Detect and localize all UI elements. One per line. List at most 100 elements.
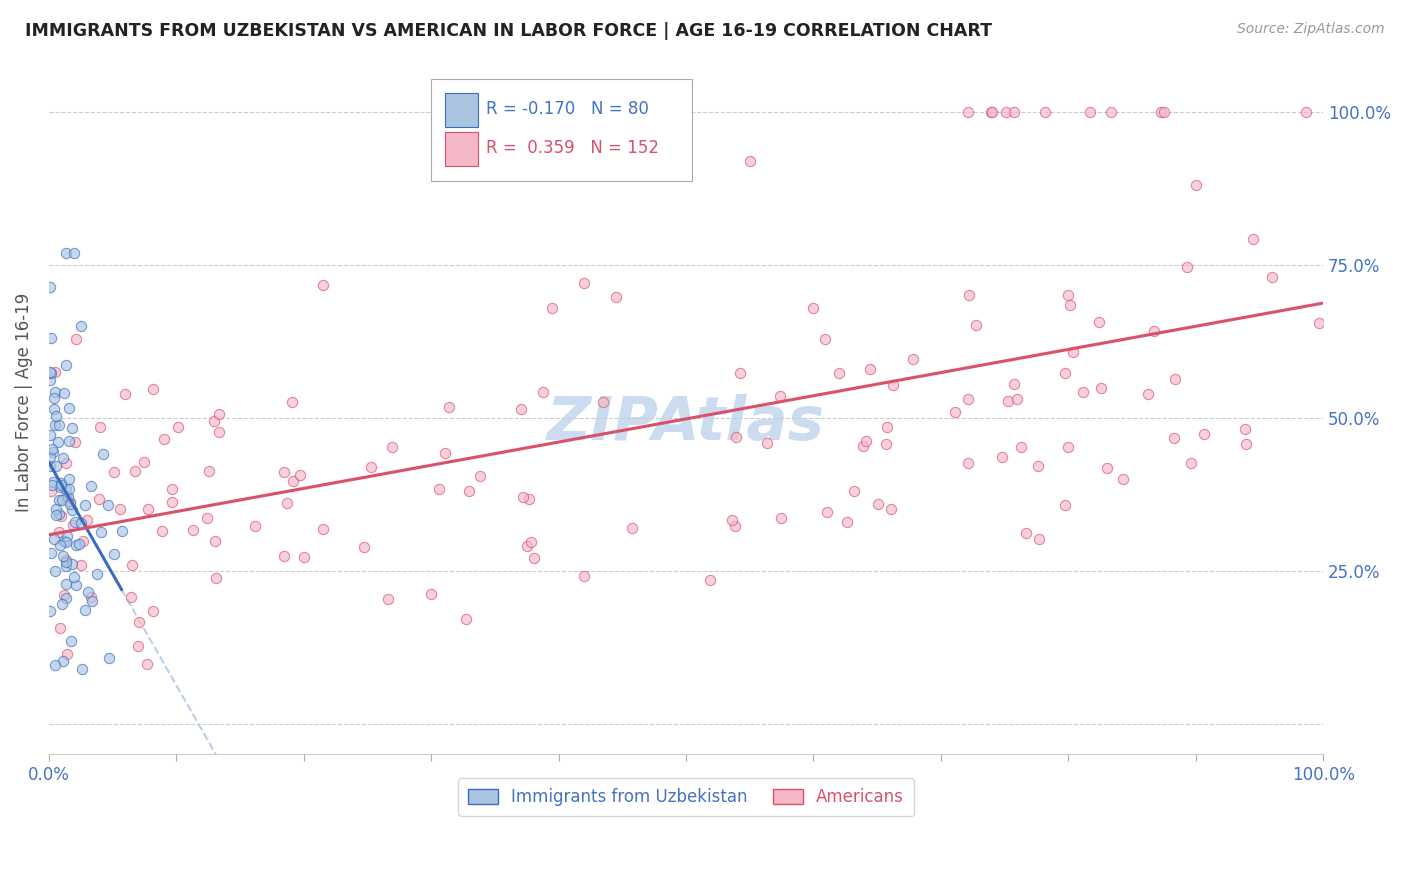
- Point: [531, 385, 554, 400]
- Point: [419, 587, 441, 601]
- Point: [273, 549, 295, 563]
- Point: [725, 429, 748, 443]
- Point: [1112, 472, 1135, 486]
- Point: [728, 366, 751, 380]
- Point: [516, 539, 538, 553]
- Point: [721, 513, 744, 527]
- Point: [72, 662, 94, 676]
- Point: [98, 651, 121, 665]
- Point: [124, 463, 146, 477]
- Point: [981, 104, 1004, 119]
- Point: [58, 434, 80, 448]
- Point: [956, 104, 979, 119]
- Point: [1192, 427, 1215, 442]
- Point: [86, 567, 108, 582]
- Point: [89, 491, 111, 506]
- Point: [46, 434, 69, 449]
- Point: [1234, 437, 1257, 451]
- Point: [45, 501, 67, 516]
- Point: [49, 538, 72, 552]
- Point: [1053, 366, 1076, 380]
- Point: [51, 493, 73, 508]
- Point: [52, 450, 75, 465]
- Point: [41, 478, 63, 492]
- Point: [55, 577, 77, 591]
- Point: [76, 513, 98, 527]
- Point: [1308, 316, 1330, 330]
- Point: [55, 535, 77, 549]
- Point: [42, 444, 65, 458]
- Point: [63, 435, 86, 450]
- Point: [63, 515, 86, 529]
- Point: [523, 551, 546, 566]
- Point: [44, 564, 66, 578]
- Point: [110, 524, 132, 538]
- Point: [1164, 372, 1187, 386]
- Point: [48, 525, 70, 540]
- Point: [166, 419, 188, 434]
- Point: [855, 434, 877, 449]
- Point: [991, 450, 1014, 465]
- Text: ZIPAtlas: ZIPAtlas: [547, 394, 825, 453]
- Point: [517, 492, 540, 507]
- Point: [39, 366, 62, 380]
- Point: [769, 389, 792, 403]
- Point: [512, 490, 534, 504]
- Point: [44, 417, 66, 432]
- Point: [880, 502, 903, 516]
- Point: [52, 654, 75, 668]
- Point: [1241, 232, 1264, 246]
- Point: [141, 382, 163, 396]
- Point: [1059, 298, 1081, 312]
- Point: [208, 425, 231, 439]
- Point: [956, 392, 979, 406]
- Point: [803, 301, 825, 315]
- FancyBboxPatch shape: [446, 132, 478, 166]
- Point: [103, 547, 125, 561]
- Point: [58, 401, 80, 415]
- Point: [136, 657, 159, 671]
- Point: [60, 502, 83, 516]
- Point: [965, 318, 987, 333]
- Point: [852, 439, 875, 453]
- Point: [699, 573, 721, 587]
- Point: [39, 373, 62, 387]
- Point: [1175, 260, 1198, 275]
- Point: [1057, 288, 1080, 302]
- Point: [281, 474, 304, 488]
- Point: [1002, 376, 1025, 391]
- Point: [42, 392, 65, 406]
- Point: [91, 447, 114, 461]
- Point: [48, 492, 70, 507]
- Point: [103, 466, 125, 480]
- Point: [205, 571, 228, 585]
- Point: [1150, 104, 1173, 119]
- Point: [55, 555, 77, 569]
- Point: [875, 436, 897, 450]
- Point: [108, 502, 131, 516]
- Point: [311, 277, 333, 292]
- Point: [39, 458, 62, 473]
- Point: [1005, 392, 1028, 406]
- Point: [132, 455, 155, 469]
- Point: [41, 546, 63, 560]
- Point: [202, 414, 225, 428]
- Point: [142, 604, 165, 618]
- Point: [814, 332, 837, 346]
- Point: [572, 569, 595, 583]
- Point: [89, 524, 111, 539]
- Point: [62, 518, 84, 533]
- Point: [42, 475, 65, 490]
- Point: [243, 518, 266, 533]
- Point: [281, 395, 304, 409]
- Point: [39, 450, 62, 465]
- Point: [60, 557, 83, 571]
- Point: [1261, 269, 1284, 284]
- Point: [162, 494, 184, 508]
- Point: [58, 483, 80, 497]
- Point: [59, 634, 82, 648]
- Point: [769, 511, 792, 525]
- Point: [58, 473, 80, 487]
- Point: [80, 593, 103, 607]
- Point: [65, 332, 87, 346]
